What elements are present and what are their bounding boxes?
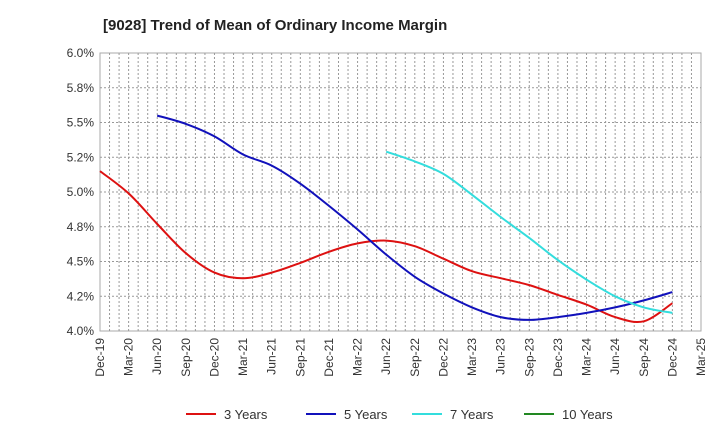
y-tick-label: 4.0% bbox=[67, 324, 95, 338]
x-tick-label: Jun-24 bbox=[608, 338, 622, 375]
y-tick-label: 6.0% bbox=[67, 46, 95, 60]
y-tick-label: 4.5% bbox=[67, 255, 95, 269]
x-tick-label: Sep-23 bbox=[522, 338, 536, 377]
y-tick-label: 5.0% bbox=[67, 185, 95, 199]
series-line-7-years bbox=[385, 150, 673, 314]
y-tick-label: 5.2% bbox=[67, 150, 95, 164]
x-tick-label: Sep-20 bbox=[179, 338, 193, 377]
legend-label: 10 Years bbox=[562, 407, 613, 422]
x-tick-label: Dec-19 bbox=[93, 338, 107, 377]
series-line-3-years bbox=[99, 170, 673, 324]
series-line-5-years bbox=[156, 114, 673, 321]
x-tick-label: Dec-22 bbox=[436, 338, 450, 377]
y-tick-label: 4.8% bbox=[67, 220, 95, 234]
x-tick-label: Jun-22 bbox=[379, 338, 393, 375]
x-tick-label: Mar-23 bbox=[465, 338, 479, 376]
x-tick-label: Mar-22 bbox=[351, 338, 365, 376]
x-tick-label: Sep-24 bbox=[637, 338, 651, 377]
y-axis: 4.0% 4.2% 4.5% 4.8% 5.0% 5.2% 5.5% 5.8% 6.0% bbox=[67, 46, 95, 338]
y-tick-label: 4.2% bbox=[67, 289, 95, 303]
series-lines bbox=[99, 114, 673, 324]
x-tick-label: Mar-25 bbox=[694, 338, 708, 376]
legend-label: 7 Years bbox=[450, 407, 494, 422]
x-tick-label: Mar-20 bbox=[122, 338, 136, 376]
x-tick-label: Jun-23 bbox=[494, 338, 508, 375]
legend-label: 3 Years bbox=[224, 407, 268, 422]
chart-title: [9028] Trend of Mean of Ordinary Income … bbox=[103, 17, 447, 34]
x-tick-label: Dec-20 bbox=[207, 338, 221, 377]
x-tick-label: Dec-21 bbox=[322, 338, 336, 377]
x-tick-label: Sep-21 bbox=[293, 338, 307, 377]
x-tick-label: Dec-24 bbox=[665, 338, 679, 377]
x-tick-label: Jun-20 bbox=[150, 338, 164, 375]
x-tick-label: Jun-21 bbox=[265, 338, 279, 375]
x-axis: Dec-19 Mar-20 Jun-20 Sep-20 Dec-20 Mar-21 Jun-… bbox=[93, 338, 708, 377]
legend-label: 5 Years bbox=[344, 407, 388, 422]
x-tick-label: Sep-22 bbox=[408, 338, 422, 377]
x-tick-label: Mar-21 bbox=[236, 338, 250, 376]
x-tick-label: Mar-24 bbox=[580, 338, 594, 376]
y-tick-label: 5.8% bbox=[67, 81, 95, 95]
legend: 3 Years 5 Years 7 Years 10 Years bbox=[186, 407, 613, 422]
x-tick-label: Dec-23 bbox=[551, 338, 565, 377]
y-tick-label: 5.5% bbox=[67, 116, 95, 130]
